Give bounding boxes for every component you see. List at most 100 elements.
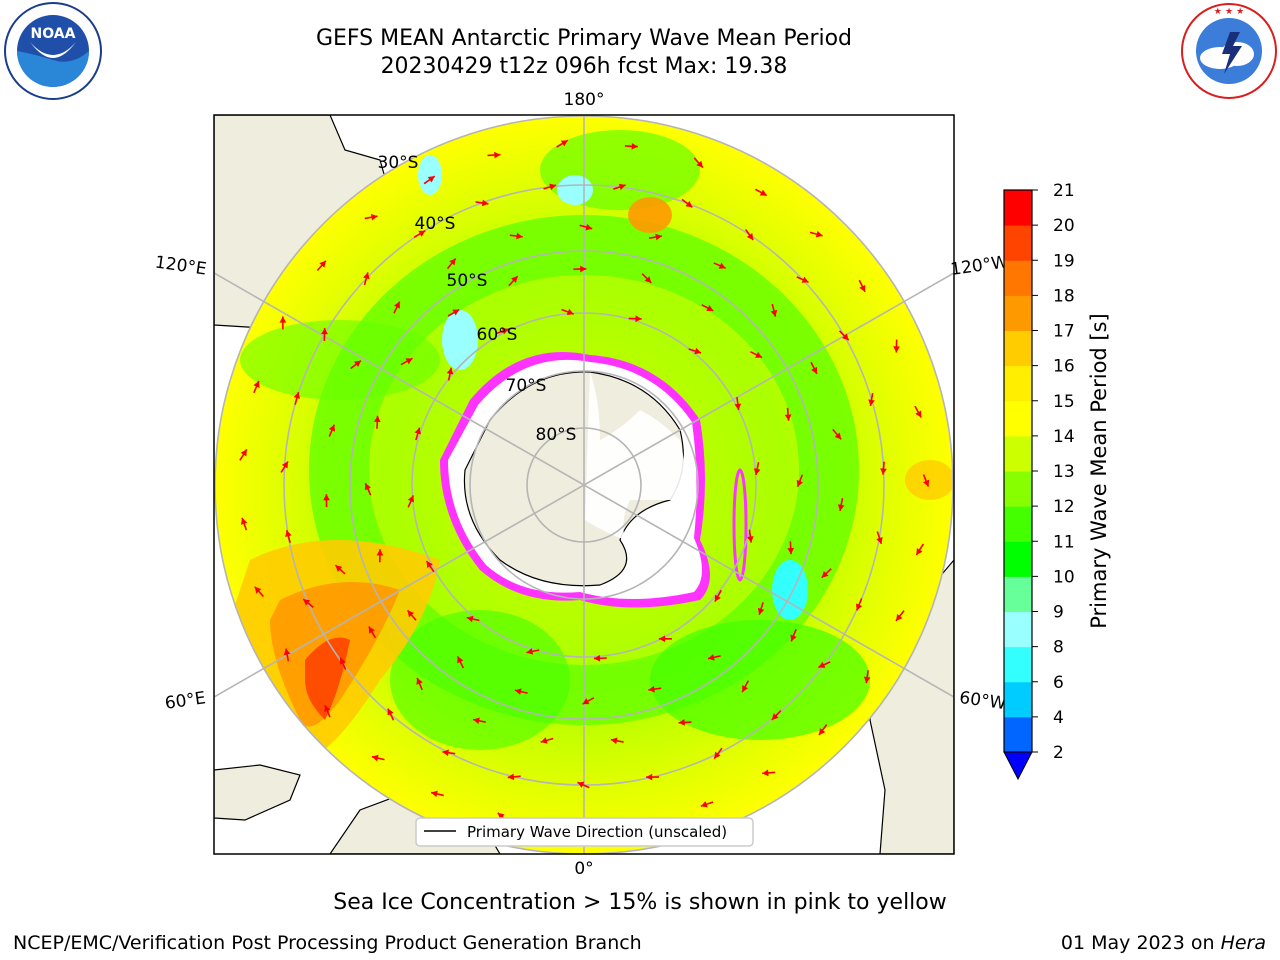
wave-arrow-head-icon (526, 648, 534, 655)
wave-arrow-head-icon (442, 749, 449, 757)
wave-arrow-head-icon (707, 654, 715, 661)
wave-arrow-head-icon (283, 648, 291, 656)
wave-arrow-head-icon (319, 260, 326, 268)
wave-arrow-head-icon (815, 230, 823, 238)
noaa-logo: NOAA (4, 2, 102, 100)
wave-arrow-head-icon (922, 479, 930, 487)
colorbar-tick-label: 9 (1053, 603, 1064, 623)
wave-direction-arrows (239, 139, 930, 831)
lon-label-180: 180° (564, 90, 605, 110)
colorbar-tick-label: 20 (1053, 216, 1075, 236)
wave-arrow-head-icon (685, 200, 693, 208)
wave-arrow-head-icon (770, 309, 778, 317)
wave-arrow-head-icon (240, 449, 247, 457)
wave-arrow-head-icon (582, 698, 590, 705)
wave-arrow-head-icon (585, 223, 593, 231)
wave-arrow-head-icon (497, 812, 505, 820)
wave-arrow-head-icon (387, 708, 394, 716)
legend-label: Primary Wave Direction (unscaled) (467, 823, 727, 841)
wave-arrow-head-icon (407, 610, 415, 618)
wave-arrow-head-icon (376, 549, 384, 556)
date-text: 01 May 2023 on (1060, 932, 1215, 954)
wave-arrow-head-icon (880, 468, 887, 475)
colorbar-tick-label: 21 (1053, 181, 1075, 201)
colorbar-segment (1004, 611, 1032, 648)
wave-arrow-head-icon (323, 494, 330, 501)
date-line: 01 May 2023 on Hera (1061, 932, 1266, 954)
wave-arrow-head-icon (373, 415, 381, 423)
wave-arrow-head-icon (771, 713, 779, 720)
colorbar-tick-label: 11 (1053, 532, 1075, 552)
wave-arrow-head-icon (363, 272, 370, 280)
wave-arrow-head-icon (790, 634, 797, 642)
wave-arrow-head-icon (457, 656, 464, 664)
wave-arrow-head-icon (694, 347, 702, 355)
wave-arrow-head-icon (549, 183, 557, 191)
colorbar-segments (1004, 190, 1032, 753)
wave-arrow-head-icon (303, 599, 311, 606)
colorbar-segment (1004, 225, 1032, 261)
wave-arrow-head-icon (339, 657, 346, 665)
lat-label-40s: 40°S (415, 214, 456, 234)
wave-arrow-head-icon (580, 265, 587, 273)
wave-arrow-head-icon (593, 654, 601, 662)
colorbar-ticks: 2 4 6 8 9 10 11 12 13 14 15 16 17 18 19 20 21 (1032, 181, 1075, 763)
colorbar-tick-label: 6 (1053, 673, 1064, 693)
colorbar-segment (1004, 471, 1032, 507)
wave-arrow-head-icon (796, 479, 803, 487)
wave-arrow-head-icon (324, 705, 331, 713)
wave-arrow-head-icon (368, 626, 375, 634)
wave-arrow-head-icon (371, 754, 379, 762)
wave-arrow-head-icon (452, 309, 460, 316)
wave-arrow-head-icon (293, 392, 301, 399)
wave-arrow-head-icon (418, 230, 426, 237)
wave-arrow-head-icon (466, 615, 474, 623)
wave-arrow-head-icon (473, 717, 480, 725)
wave-arrow-head-icon (859, 284, 866, 292)
wave-arrow-head-icon (560, 140, 568, 147)
wave-arrow-head-icon (516, 232, 523, 240)
colorbar-segment (1004, 260, 1032, 296)
wave-arrow-head-icon (834, 432, 842, 440)
colorbar-segment (1004, 506, 1032, 542)
wave-arrow-head-icon (540, 737, 548, 744)
wave-arrow-head-icon (811, 366, 818, 374)
noaa-logo-text: NOAA (31, 26, 76, 42)
wave-arrow-head-icon (328, 424, 336, 432)
wave-arrow-head-icon (762, 769, 769, 777)
colorbar-tick-label: 8 (1053, 638, 1064, 658)
lat-label-30s: 30°S (378, 153, 419, 173)
colorbar-segment (1004, 435, 1032, 472)
wave-arrow-head-icon (915, 410, 922, 418)
colorbar-tick-label: 19 (1053, 251, 1075, 271)
wave-arrow-head-icon (855, 603, 863, 611)
wave-arrow-head-icon (863, 676, 871, 684)
wave-arrow-head-icon (414, 427, 422, 435)
colorbar-tick-label: 13 (1053, 462, 1075, 482)
wave-arrow-head-icon (755, 351, 763, 358)
wave-arrow-head-icon (742, 685, 749, 693)
colorbar-segment (1004, 400, 1032, 437)
colorbar-tick-label: 2 (1053, 743, 1064, 763)
wave-arrow-head-icon (254, 586, 262, 594)
wave-arrow-head-icon (514, 688, 522, 695)
wave-arrow-head-icon (837, 504, 845, 511)
wave-arrow-head-icon (842, 333, 849, 341)
wave-arrow-head-icon (253, 380, 260, 388)
wave-arrow-head-icon (494, 151, 501, 159)
colorbar-tick-label: 18 (1053, 286, 1075, 306)
wave-arrow-head-icon (416, 677, 423, 685)
chart-subtitle: 20230429 t12z 096h fcst Max: 19.38 (380, 54, 788, 79)
colorbar-tick-label: 17 (1053, 322, 1075, 342)
colorbar-segment (1004, 646, 1032, 683)
wave-arrow-head-icon (818, 661, 826, 668)
wave-arrow-head-icon (321, 327, 328, 335)
wave-arrow-head-icon (393, 301, 400, 309)
wave-arrow-head-icon (644, 276, 652, 283)
wave-arrow-head-icon (821, 571, 829, 578)
colorbar-segment (1004, 295, 1032, 331)
lat-label-70s: 70°S (506, 376, 547, 396)
wave-arrow-head-icon (787, 547, 795, 555)
wave-arrow-head-icon (696, 160, 703, 168)
